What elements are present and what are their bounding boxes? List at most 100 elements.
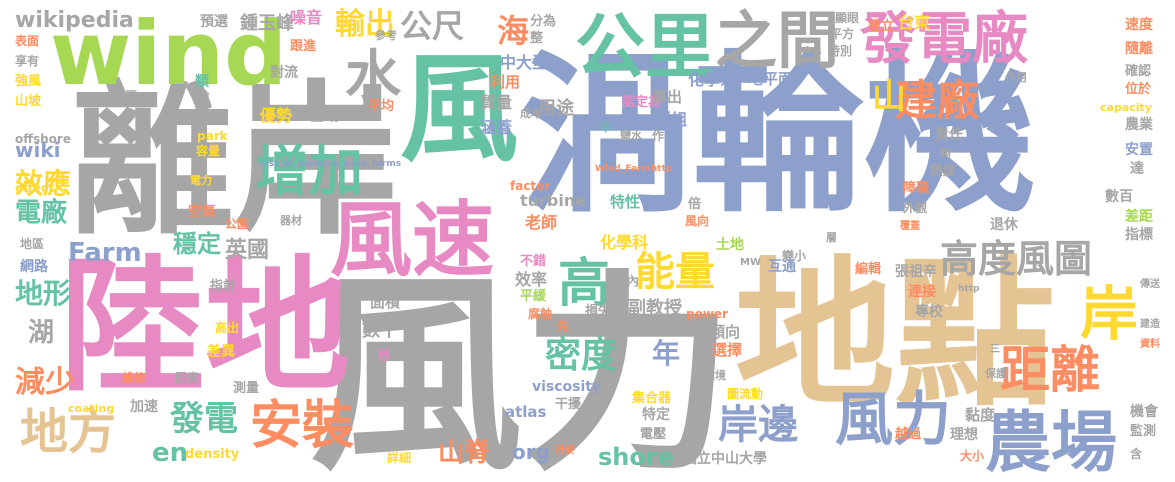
word-建立: 建立 [868, 19, 895, 34]
word-器材: 器材 [280, 214, 302, 227]
word-對流: 對流 [270, 65, 298, 81]
word-先: 先 [557, 319, 570, 333]
word-成本: 成本 [520, 107, 542, 120]
word-專校: 專校 [915, 304, 943, 320]
word-coating: coating [68, 402, 115, 415]
word-覆蓋: 覆蓋 [900, 221, 920, 232]
word-org: org [512, 440, 550, 464]
word-風速: 風速 [330, 193, 495, 288]
word-參考: 參考 [375, 29, 397, 42]
word-power: power [686, 307, 728, 321]
word-丹麥: 丹麥 [555, 445, 575, 456]
word-倍: 倍 [688, 197, 702, 212]
word-建廠: 建廠 [895, 76, 980, 125]
word-密度: 密度 [545, 335, 618, 376]
word-外觀: 外觀 [903, 201, 928, 215]
word-三: 三 [990, 344, 1000, 355]
word-效率: 效率 [515, 270, 548, 289]
word-確認: 確認 [1125, 64, 1152, 79]
word-能量: 能量 [635, 249, 715, 295]
word-優勢: 優勢 [260, 106, 293, 125]
word-集合器: 集合器 [632, 391, 672, 406]
word-夠: 夠 [940, 147, 951, 160]
word-差異: 差異 [207, 344, 235, 360]
word-湖: 湖 [28, 318, 55, 348]
word-空氣: 空氣 [188, 204, 216, 220]
word-資料: 資料 [1140, 339, 1160, 350]
word-風力-large: 風力 [310, 252, 734, 482]
word-wind: wind [50, 2, 288, 105]
word-風: 風 [400, 40, 519, 178]
word-層: 層 [826, 231, 837, 244]
word-傳送: 傳送 [1140, 279, 1160, 290]
word-兩: 兩 [125, 89, 138, 103]
word-atlas: atlas [505, 403, 547, 421]
word-增加: 增加 [255, 140, 363, 203]
word-viscosity: viscosity [532, 379, 602, 395]
word-特別: 特別 [828, 44, 853, 58]
word-地平面: 地平面 [748, 70, 794, 88]
word-turbine: turbine [520, 191, 587, 210]
word-作用: 作用 [1005, 71, 1027, 84]
word-中大型: 中大型 [500, 53, 549, 72]
word-土地: 土地 [716, 237, 744, 253]
word-區域: 區域 [310, 109, 338, 125]
word-wind-farmhttp: Wind_Farmhttp [595, 164, 673, 174]
word-差距: 差距 [1125, 209, 1153, 225]
word-wiki: wiki [15, 138, 61, 162]
word-黏度: 黏度 [965, 406, 996, 424]
word-編輯: 編輯 [855, 262, 882, 277]
word-圖流動: 圖流動 [727, 387, 764, 401]
word-跟進: 跟進 [290, 39, 317, 54]
word-高: 高 [558, 254, 611, 314]
word-年: 年 [652, 337, 681, 370]
word-化學科: 化學科 [600, 233, 649, 252]
word-變小: 變小 [782, 249, 807, 263]
word-維修: 維修 [122, 371, 147, 385]
word-因素: 因素 [175, 371, 200, 385]
word-障礙: 障礙 [903, 181, 930, 196]
word-陸地: 陸地 [60, 243, 350, 412]
word-速度: 速度 [1125, 17, 1153, 33]
word-加速: 加速 [130, 399, 158, 415]
word-公尺: 公尺 [400, 7, 465, 45]
word-山坡: 山坡 [15, 94, 42, 109]
word-理想: 理想 [950, 427, 978, 443]
word-噪音: 噪音 [290, 8, 323, 27]
word-平緩: 平緩 [520, 289, 547, 304]
word-en: en [152, 438, 189, 468]
word-達: 達 [1130, 161, 1144, 177]
word-前: 前 [196, 91, 210, 107]
word-電力: 電力 [190, 174, 212, 187]
word-指計: 指計 [210, 279, 237, 294]
word-地點: 地點 [735, 241, 1056, 428]
word-http: http [958, 284, 980, 294]
word-之間: 之間 [715, 4, 840, 77]
word-地區: 地區 [20, 237, 45, 251]
word-wikipedia: wikipedia [15, 8, 134, 33]
word-監測: 監測 [1130, 424, 1157, 439]
word-農場: 農場 [985, 404, 1117, 481]
word-density: density [185, 447, 240, 462]
word-渦輪機: 渦輪機 [520, 35, 1036, 236]
word-環境: 環境 [704, 369, 726, 382]
word-表面: 表面 [15, 34, 40, 48]
word-分為: 分為 [530, 14, 557, 29]
word-建造: 建造 [1140, 319, 1160, 330]
word-秒: 秒 [378, 349, 392, 364]
word-輸出: 輸出 [335, 7, 395, 42]
word-高度風圖: 高度風圖 [940, 237, 1093, 281]
word-Farm: Farm [68, 238, 142, 268]
word-發電: 發電 [170, 399, 238, 439]
word-責任: 責任 [935, 127, 963, 143]
word-老師: 老師 [525, 213, 558, 232]
word-電廠: 電廠 [15, 198, 68, 228]
word-熱度: 熱度 [930, 164, 957, 179]
word-享有: 享有 [15, 54, 40, 68]
word-鹽水: 鹽水 [620, 129, 642, 142]
word-平方: 平方 [830, 27, 855, 41]
word-效應: 效應 [15, 167, 72, 200]
word-岸: 岸 [1080, 280, 1139, 348]
word-穩定: 穩定 [173, 230, 221, 258]
